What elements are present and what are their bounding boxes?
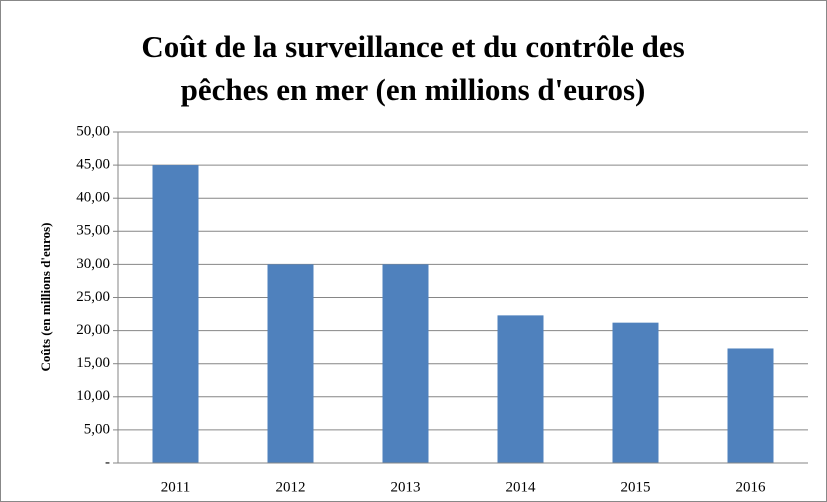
- x-tick-label: 2012: [276, 479, 306, 495]
- x-tick-label: 2011: [161, 479, 190, 495]
- bar: [612, 322, 659, 463]
- y-axis-label: Coûts (en millions d'euros): [38, 223, 53, 372]
- bar: [152, 165, 199, 463]
- x-tick-label: 2015: [621, 479, 651, 495]
- y-tick-label: 40,00: [76, 190, 110, 206]
- x-tick-label: 2016: [736, 479, 767, 495]
- y-tick-label: 25,00: [76, 289, 110, 305]
- chart-title: Coût de la surveillance et du contrôle d…: [141, 29, 684, 64]
- y-tick-label: 35,00: [76, 223, 110, 239]
- bar: [497, 315, 544, 463]
- y-tick-label: 15,00: [76, 355, 110, 371]
- bar: [727, 348, 774, 463]
- y-tick-label: -: [105, 454, 110, 470]
- y-tick-label: 45,00: [76, 157, 110, 173]
- y-tick-label: 50,00: [76, 123, 110, 139]
- y-tick-label: 30,00: [76, 256, 110, 272]
- bar: [382, 264, 429, 463]
- y-tick-label: 5,00: [84, 421, 110, 437]
- y-tick-label: 20,00: [76, 322, 110, 338]
- chart-title: pêches en mer (en millions d'euros): [181, 72, 646, 107]
- bar: [267, 264, 314, 463]
- y-tick-label: 10,00: [76, 388, 110, 404]
- x-tick-label: 2014: [506, 479, 537, 495]
- x-tick-label: 2013: [391, 479, 421, 495]
